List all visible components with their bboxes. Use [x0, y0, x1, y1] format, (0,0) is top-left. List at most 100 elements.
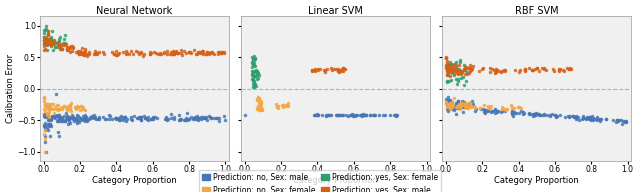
Point [134, 52, 144, 55]
Point [447, 108, 457, 111]
Point [52, 119, 62, 122]
Point [111, 53, 122, 56]
Point [70, 118, 81, 121]
Point [143, 119, 154, 122]
Point [520, 67, 531, 70]
Point [333, 68, 343, 71]
Point [40, 116, 50, 119]
Point [329, 68, 339, 71]
Point [444, 103, 454, 106]
Point [443, 99, 453, 102]
Point [309, 114, 319, 117]
Point [40, 41, 50, 44]
Point [54, 108, 64, 111]
Point [447, 67, 457, 70]
Point [442, 103, 452, 106]
Point [40, 42, 51, 46]
Point [175, 117, 185, 120]
Point [542, 113, 552, 116]
Point [63, 123, 73, 126]
Point [614, 118, 624, 121]
Point [272, 105, 282, 108]
Point [49, 112, 60, 115]
Point [447, 67, 457, 70]
Point [77, 53, 87, 56]
Point [198, 116, 209, 119]
Point [174, 118, 184, 121]
Point [134, 116, 144, 119]
Point [120, 116, 130, 119]
Point [502, 107, 513, 110]
Point [63, 106, 74, 109]
Point [338, 113, 348, 116]
Point [43, 128, 53, 131]
Point [55, 36, 65, 39]
Point [60, 114, 70, 118]
Point [61, 48, 72, 51]
Point [42, 113, 52, 117]
Point [550, 113, 560, 117]
Point [214, 51, 224, 54]
Point [185, 50, 195, 54]
Point [250, 74, 260, 77]
Point [507, 107, 517, 110]
Point [555, 68, 565, 71]
Point [202, 50, 212, 53]
Point [444, 101, 454, 104]
Point [44, 116, 54, 119]
Point [456, 104, 466, 107]
Point [460, 102, 470, 105]
Point [79, 118, 90, 121]
Point [443, 106, 453, 109]
Point [257, 108, 267, 112]
Point [465, 66, 475, 70]
Point [500, 69, 510, 72]
Point [169, 118, 179, 121]
Point [74, 120, 84, 123]
Point [547, 113, 557, 116]
Point [246, 65, 257, 68]
Point [458, 104, 468, 108]
Point [335, 113, 346, 116]
Point [493, 70, 504, 73]
Point [43, 113, 53, 116]
Point [451, 105, 461, 108]
Point [146, 51, 156, 54]
Point [506, 104, 516, 107]
Point [535, 114, 545, 117]
Point [442, 103, 452, 106]
Point [441, 67, 451, 70]
Point [104, 118, 115, 121]
Point [518, 112, 529, 115]
Point [332, 69, 342, 72]
Point [42, 107, 52, 110]
Point [57, 44, 67, 47]
Point [460, 103, 470, 106]
Point [321, 68, 332, 71]
Point [326, 114, 337, 117]
Point [248, 58, 258, 61]
Point [453, 79, 463, 82]
Point [588, 119, 598, 122]
Point [38, 123, 49, 126]
Point [447, 103, 458, 106]
Point [40, 42, 51, 45]
Point [247, 60, 257, 64]
Point [45, 42, 56, 45]
Point [451, 105, 461, 108]
Point [39, 44, 49, 47]
Point [40, 39, 51, 42]
Point [42, 42, 52, 45]
Point [447, 105, 458, 108]
Point [41, 150, 51, 153]
Point [532, 66, 543, 70]
Point [63, 115, 74, 118]
Point [581, 117, 591, 120]
Point [104, 113, 115, 117]
Point [49, 115, 59, 118]
Point [596, 117, 607, 120]
Point [58, 120, 68, 123]
Point [481, 110, 491, 113]
Point [468, 103, 478, 106]
Title: Linear SVM: Linear SVM [308, 6, 363, 16]
